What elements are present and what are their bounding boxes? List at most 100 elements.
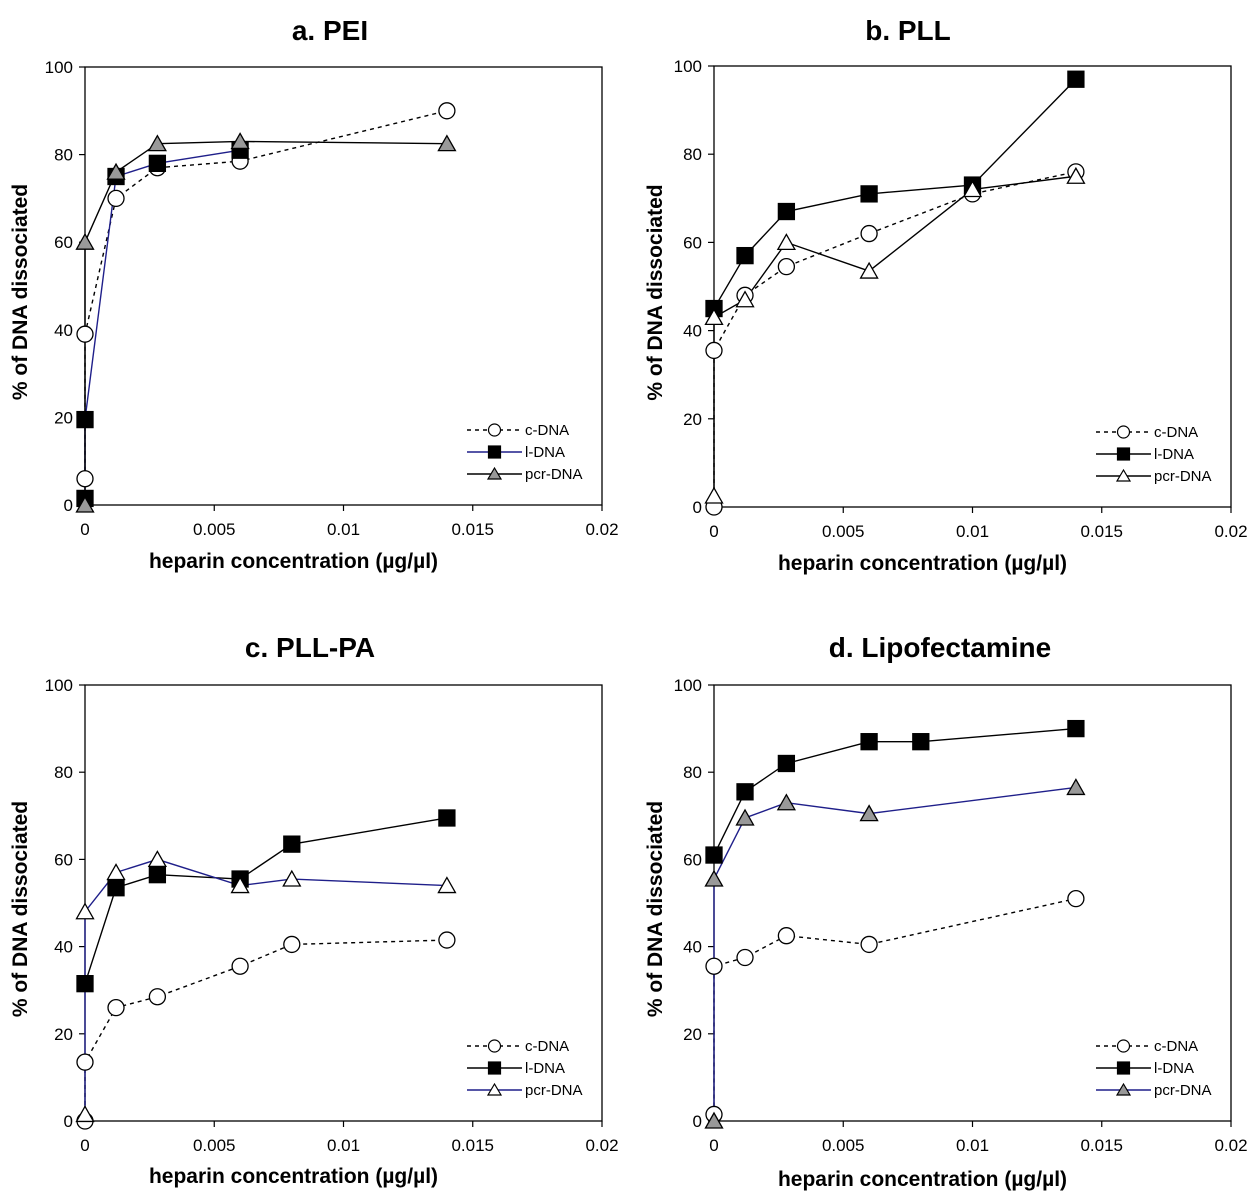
chart-title: b. PLL (865, 15, 951, 46)
c-DNA-point (860, 224, 878, 243)
x-tick-label: 0 (80, 520, 89, 539)
pcr-DNA-point (106, 863, 126, 881)
legend-marker (1116, 1061, 1131, 1075)
legend-marker (487, 445, 502, 459)
legend-marker (487, 423, 502, 437)
pcr-DNA-point (230, 132, 250, 150)
legend-label: c-DNA (1154, 1038, 1198, 1055)
l-DNA-point (148, 154, 167, 173)
pcr-DNA-point (75, 902, 95, 920)
c-DNA-point (107, 998, 125, 1017)
l-DNA-point (777, 754, 796, 773)
c-DNA-line (84, 110, 448, 479)
legend: c-DNA l-DNA pcr-DNA (467, 422, 583, 483)
pcr-DNA-point (1066, 166, 1086, 184)
x-tick-label: 0.02 (585, 1136, 618, 1155)
legend-label: c-DNA (525, 1038, 569, 1055)
l-DNA-point (107, 879, 125, 897)
l-DNA-point (777, 202, 796, 221)
chart-panel-4: d. Lipofectamine 0 20 40 60 80 100 0 0.005 0.01 0.… (644, 632, 1248, 1191)
x-tick-label: 0 (709, 1136, 718, 1155)
c-DNA-point (76, 325, 94, 343)
pcr-DNA-point (704, 308, 724, 326)
c-DNA-point (1067, 889, 1085, 908)
l-DNA-line (84, 817, 448, 984)
pcr-DNA-point (147, 134, 167, 152)
legend-label: c-DNA (1154, 424, 1198, 441)
c-DNA-line (713, 171, 1077, 507)
x-axis-label: heparin concentration (µg/µl) (778, 1168, 1067, 1191)
c-DNA-point (231, 957, 249, 975)
legend-label: pcr-DNA (525, 466, 583, 483)
l-DNA-point (912, 733, 930, 751)
l-DNA-point (860, 185, 878, 203)
y-tick-label: 80 (683, 145, 702, 164)
pcr-DNA-point (859, 261, 879, 279)
legend-label: l-DNA (1154, 1060, 1194, 1077)
l-DNA-point (736, 246, 754, 265)
y-tick-label: 0 (693, 1112, 702, 1131)
pcr-DNA-line (84, 140, 447, 505)
chart-title: c. PLL-PA (245, 632, 375, 663)
pcr-DNA-point (859, 804, 879, 822)
y-tick-label: 80 (54, 146, 73, 165)
y-tick-label: 100 (45, 676, 73, 695)
l-DNA-point (1067, 719, 1085, 738)
x-axis-label: heparin concentration (µg/µl) (778, 552, 1067, 575)
chart-panel-2: b. PLL 0 20 40 60 80 100 0 0.005 0.01 0.015 0.02 hep… (644, 15, 1248, 575)
y-tick-label: 20 (54, 1025, 73, 1044)
plot-frame (84, 66, 603, 506)
l-DNA-point (76, 975, 94, 993)
c-DNA-point (736, 948, 754, 967)
pcr-DNA-point (704, 1111, 724, 1129)
pcr-DNA-point (735, 290, 755, 308)
legend-label: pcr-DNA (1154, 1082, 1212, 1099)
legend-marker (1115, 1082, 1132, 1096)
y-tick-label: 40 (54, 321, 73, 340)
x-tick-label: 0.01 (327, 1136, 360, 1155)
pcr-DNA-point (75, 1105, 95, 1123)
l-DNA-point (283, 835, 301, 853)
l-DNA-point (705, 846, 723, 864)
chart-panel-3: c. PLL-PA 0 20 40 60 80 100 0 0.005 0.01 0.015 0.02… (9, 632, 619, 1188)
x-axis-label: heparin concentration (µg/µl) (149, 550, 438, 573)
pcr-DNA-point (437, 134, 457, 152)
plot-frame (84, 684, 603, 1122)
y-tick-label: 0 (693, 498, 702, 517)
pcr-DNA-point (962, 180, 983, 198)
legend-marker (487, 1039, 502, 1053)
y-tick-label: 40 (683, 322, 702, 341)
y-axis-label: % of DNA dissociated (9, 184, 32, 400)
y-tick-label: 60 (683, 233, 702, 252)
x-tick-label: 0.02 (1214, 522, 1247, 541)
y-tick-label: 0 (64, 1112, 73, 1131)
chart-title: d. Lipofectamine (829, 632, 1051, 663)
legend-marker (1116, 425, 1131, 439)
pcr-DNA-point (75, 495, 95, 513)
c-DNA-point (705, 957, 723, 975)
legend-marker (486, 466, 503, 480)
chart-title: a. PEI (292, 15, 368, 46)
x-tick-label: 0.005 (822, 1136, 865, 1155)
c-DNA-point (76, 1053, 94, 1071)
x-tick-label: 0 (80, 1136, 89, 1155)
y-tick-label: 20 (54, 408, 73, 427)
pcr-DNA-point (1066, 778, 1086, 796)
l-DNA-line (84, 149, 241, 499)
pcr-DNA-point (704, 486, 724, 504)
y-axis-label: % of DNA dissociated (9, 801, 32, 1017)
c-DNA-point (283, 935, 301, 954)
c-DNA-point (860, 935, 878, 954)
legend-label: c-DNA (525, 422, 569, 439)
legend-label: pcr-DNA (1154, 468, 1212, 485)
legend: c-DNA l-DNA pcr-DNA (1096, 1038, 1212, 1099)
pcr-DNA-point (282, 869, 302, 887)
x-tick-label: 0.005 (193, 1136, 236, 1155)
plot-frame (713, 684, 1232, 1122)
x-tick-label: 0.015 (1080, 1136, 1123, 1155)
pcr-DNA-point (230, 876, 250, 894)
l-DNA-point (1067, 70, 1085, 88)
c-DNA-line (84, 939, 447, 1121)
y-tick-label: 60 (683, 850, 702, 869)
